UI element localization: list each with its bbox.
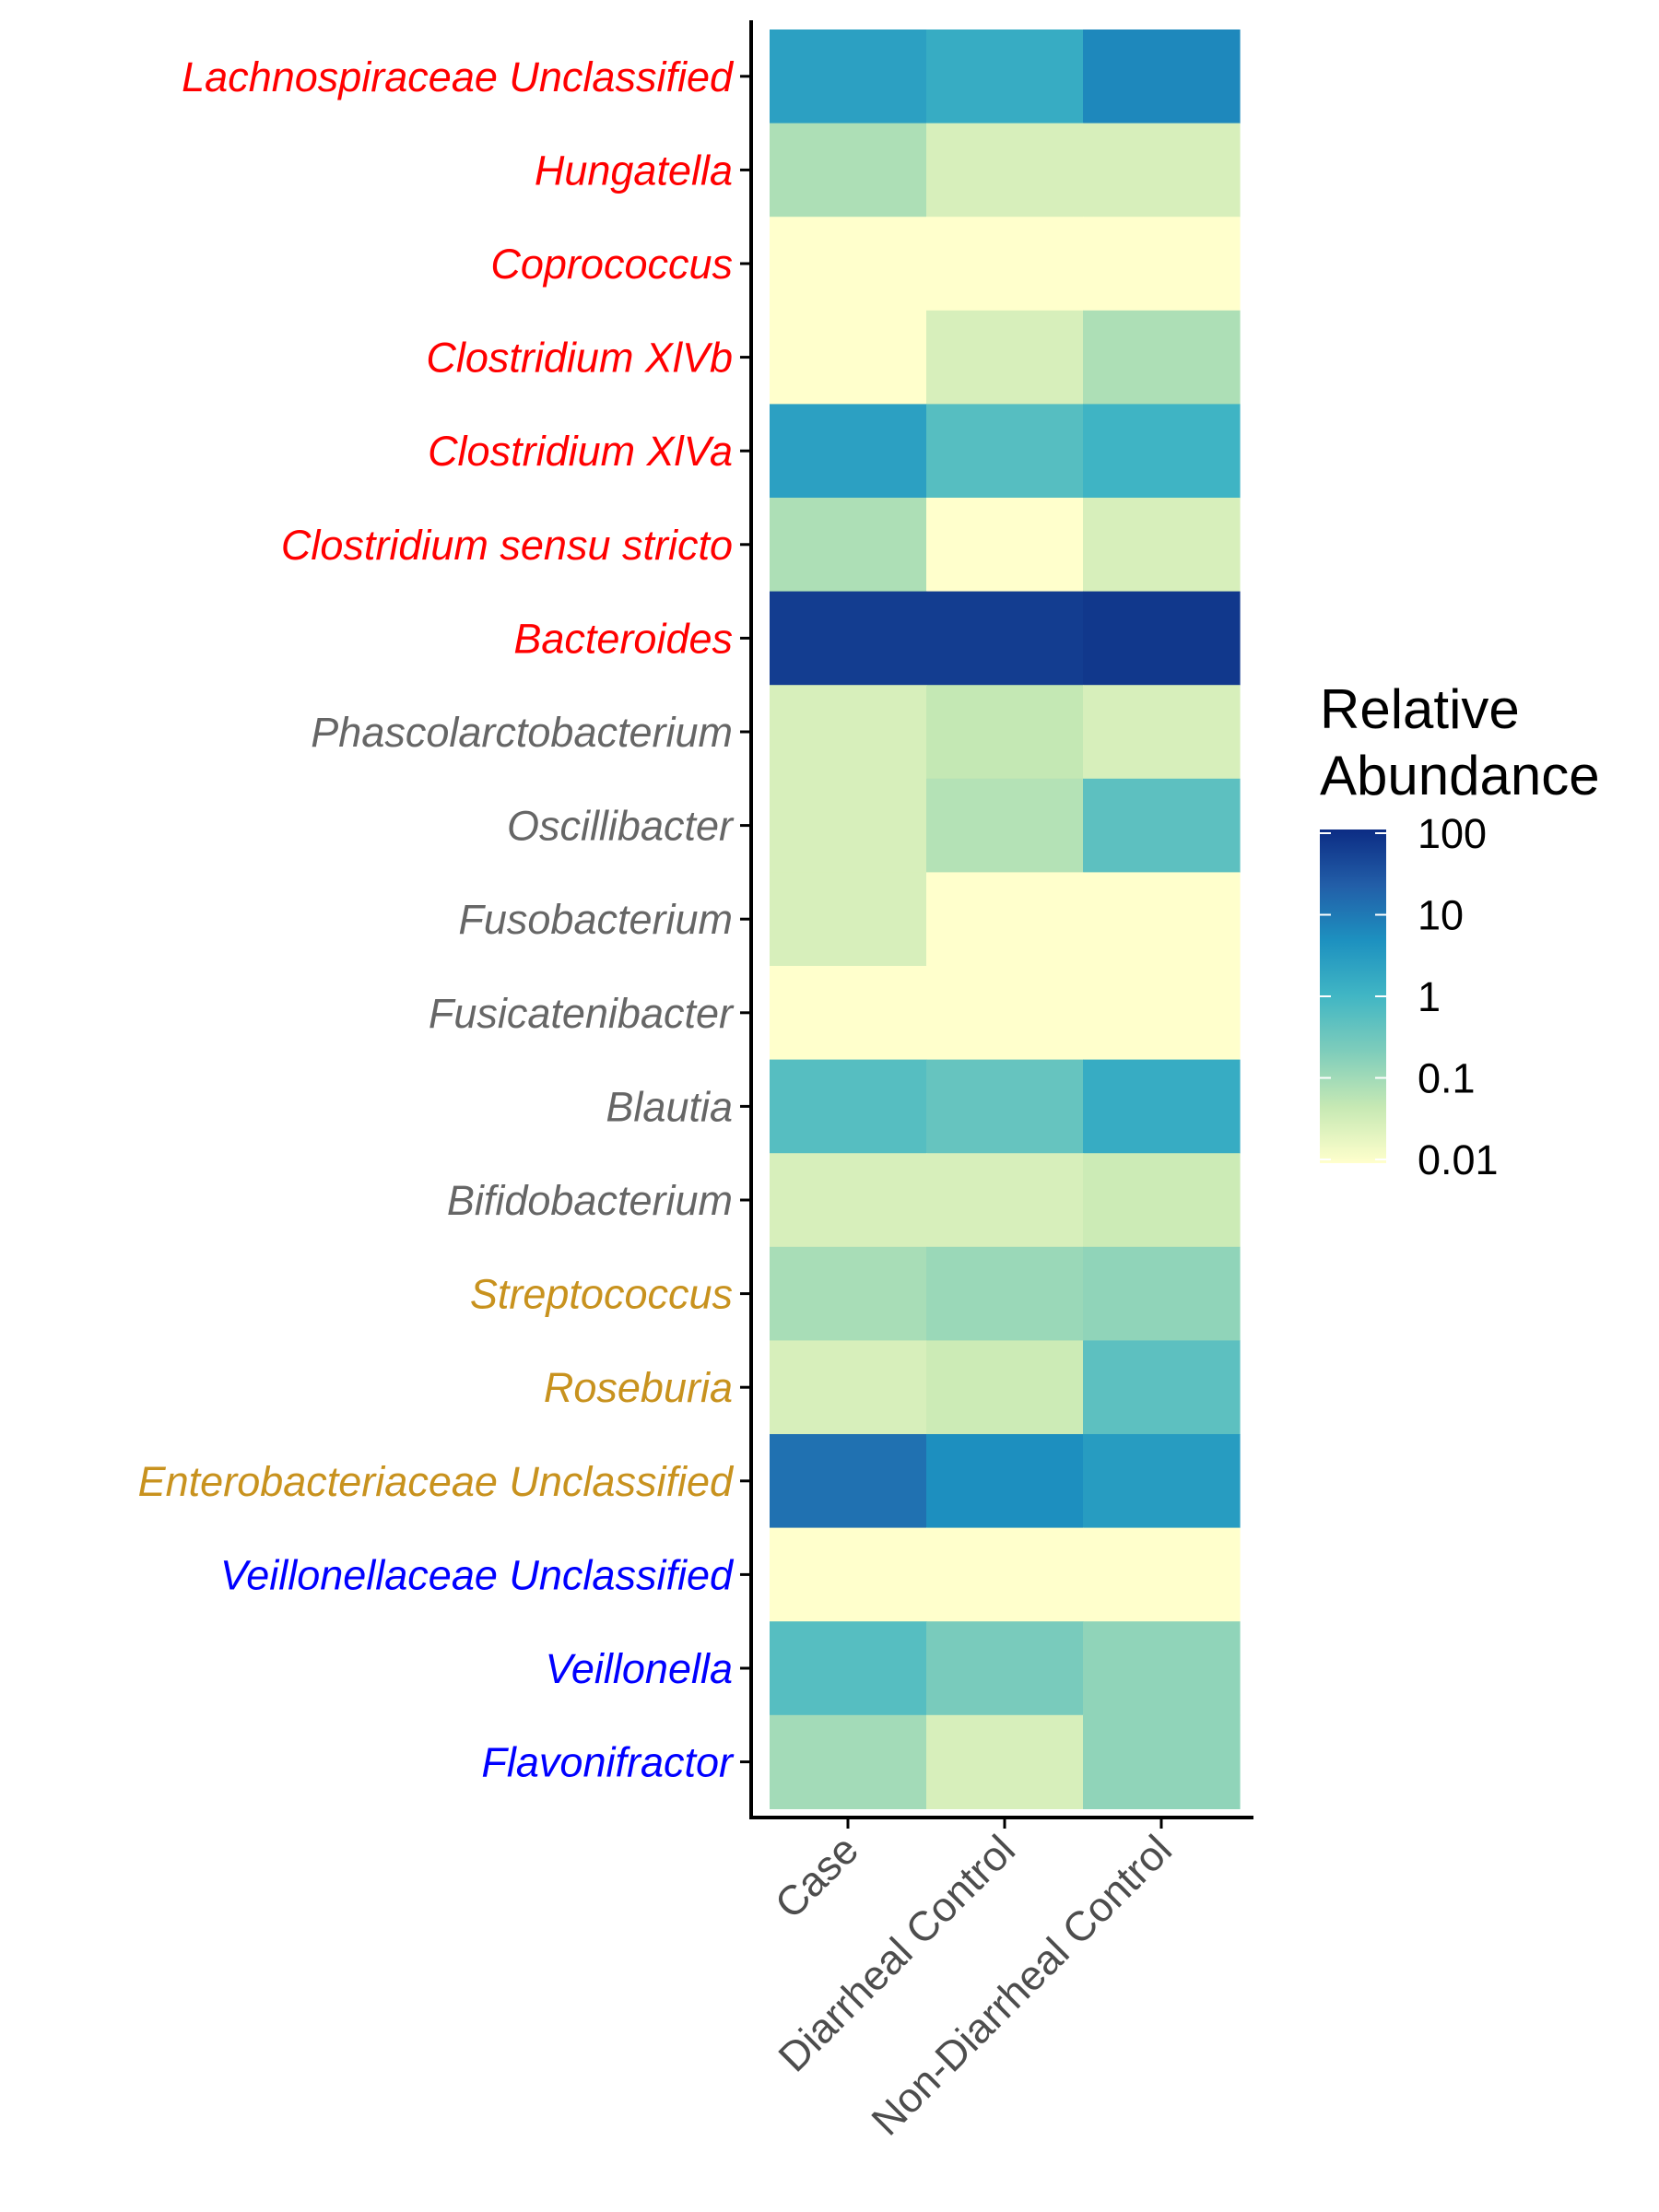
y-label-flavonifractor: Flavonifractor (481, 1739, 735, 1786)
heatmap-cell-hungatella-diarrheal-control (926, 123, 1084, 218)
heatmap-cell-fusobacterium-non-diarrheal-control (1083, 872, 1241, 967)
heatmap-cell-lachnospiraceae-unclassified-diarrheal-control (926, 29, 1084, 124)
heatmap-cell-lachnospiraceae-unclassified-non-diarrheal-control (1083, 29, 1241, 124)
heatmap-cell-lachnospiraceae-unclassified-case (770, 29, 927, 124)
heatmap-cell-bifidobacterium-diarrheal-control (926, 1153, 1084, 1248)
legend-tick-label-0-1: 0.1 (1418, 1055, 1476, 1102)
x-label-case: Case (766, 1826, 867, 1927)
heatmap-cell-fusicatenibacter-non-diarrheal-control (1083, 966, 1241, 1061)
heatmap-cell-veillonellaceae-unclassified-diarrheal-control (926, 1527, 1084, 1622)
y-label-clostridium-sensu-stricto: Clostridium sensu stricto (281, 522, 733, 569)
heatmap-cell-bacteroides-diarrheal-control (926, 591, 1084, 686)
heatmap-cell-clostridium-sensu-stricto-diarrheal-control (926, 498, 1084, 593)
heatmap-cell-bacteroides-case (770, 591, 927, 686)
heatmap-cell-clostridium-sensu-stricto-non-diarrheal-control (1083, 498, 1241, 593)
heatmap-cell-streptococcus-non-diarrheal-control (1083, 1246, 1241, 1341)
heatmap-cell-veillonella-non-diarrheal-control (1083, 1621, 1241, 1716)
heatmap-cell-roseburia-case (770, 1340, 927, 1435)
y-label-streptococcus: Streptococcus (470, 1271, 733, 1318)
y-label-blautia: Blautia (606, 1083, 733, 1130)
heatmap-cell-oscillibacter-case (770, 778, 927, 873)
heatmap-cell-oscillibacter-diarrheal-control (926, 778, 1084, 873)
heatmap-cell-fusobacterium-case (770, 872, 927, 967)
x-label-non-diarrheal-control: Non-Diarrheal Control (863, 1826, 1182, 2145)
heatmap-cell-bacteroides-non-diarrheal-control (1083, 591, 1241, 686)
heatmap-cell-enterobacteriaceae-unclassified-case (770, 1434, 927, 1529)
heatmap-cell-enterobacteriaceae-unclassified-non-diarrheal-control (1083, 1434, 1241, 1529)
heatmap-cell-coprococcus-diarrheal-control (926, 217, 1084, 312)
legend-tick-label-0-01: 0.01 (1418, 1136, 1499, 1183)
heatmap-cell-clostridium-xlvb-non-diarrheal-control (1083, 310, 1241, 405)
heatmap-cell-flavonifractor-case (770, 1714, 927, 1809)
y-label-clostridium-xlvb: Clostridium XlVb (426, 335, 733, 382)
heatmap-cell-flavonifractor-diarrheal-control (926, 1714, 1084, 1809)
y-label-clostridium-xlva: Clostridium XlVa (428, 428, 733, 475)
heatmap-cell-hungatella-non-diarrheal-control (1083, 123, 1241, 218)
y-label-hungatella: Hungatella (535, 147, 733, 194)
heatmap-cell-blautia-diarrheal-control (926, 1059, 1084, 1154)
y-label-phascolarctobacterium: Phascolarctobacterium (311, 709, 733, 756)
color-legend: Relative Abundance 100 10 1 0.1 0.01 (1320, 678, 1600, 1183)
heatmap-cells (770, 29, 1241, 1809)
y-label-bifidobacterium: Bifidobacterium (447, 1177, 733, 1224)
heatmap-cell-veillonella-diarrheal-control (926, 1621, 1084, 1716)
heatmap-cell-streptococcus-diarrheal-control (926, 1246, 1084, 1341)
legend-tick-label-10: 10 (1418, 892, 1464, 939)
y-label-fusobacterium: Fusobacterium (458, 896, 733, 943)
heatmap-cell-bifidobacterium-case (770, 1153, 927, 1248)
heatmap-cell-phascolarctobacterium-diarrheal-control (926, 685, 1084, 780)
heatmap-cell-roseburia-diarrheal-control (926, 1340, 1084, 1435)
heatmap-cell-clostridium-xlvb-diarrheal-control (926, 310, 1084, 405)
heatmap-cell-fusicatenibacter-diarrheal-control (926, 966, 1084, 1061)
y-label-fusicatenibacter: Fusicatenibacter (429, 990, 735, 1037)
heatmap-cell-hungatella-case (770, 123, 927, 218)
legend-title-line-2: Abundance (1320, 745, 1600, 806)
y-label-veillonella: Veillonella (546, 1645, 733, 1692)
heatmap-cell-bifidobacterium-non-diarrheal-control (1083, 1153, 1241, 1248)
heatmap-cell-veillonellaceae-unclassified-non-diarrheal-control (1083, 1527, 1241, 1622)
heatmap-cell-phascolarctobacterium-non-diarrheal-control (1083, 685, 1241, 780)
heatmap-cell-fusicatenibacter-case (770, 966, 927, 1061)
y-label-veillonellaceae-unclassified: Veillonellaceae Unclassified (220, 1551, 735, 1598)
heatmap-cell-veillonellaceae-unclassified-case (770, 1527, 927, 1622)
legend-title-line-1: Relative (1320, 678, 1520, 740)
heatmap-cell-clostridium-xlva-non-diarrheal-control (1083, 404, 1241, 499)
heatmap-cell-clostridium-xlva-case (770, 404, 927, 499)
y-label-coprococcus: Coprococcus (490, 241, 733, 288)
y-label-bacteroides: Bacteroides (513, 615, 733, 662)
heatmap-cell-veillonella-case (770, 1621, 927, 1716)
y-label-roseburia: Roseburia (544, 1364, 733, 1411)
heatmap-cell-clostridium-xlva-diarrheal-control (926, 404, 1084, 499)
heatmap-cell-coprococcus-case (770, 217, 927, 312)
heatmap-cell-flavonifractor-non-diarrheal-control (1083, 1714, 1241, 1809)
y-label-lachnospiraceae-unclassified: Lachnospiraceae Unclassified (182, 53, 735, 100)
legend-tick-label-1: 1 (1418, 973, 1441, 1020)
legend-ticks: 100 10 1 0.1 0.01 (1320, 810, 1499, 1183)
y-label-enterobacteriaceae-unclassified: Enterobacteriaceae Unclassified (138, 1458, 735, 1505)
heatmap-cell-clostridium-sensu-stricto-case (770, 498, 927, 593)
heatmap-cell-fusobacterium-diarrheal-control (926, 872, 1084, 967)
y-label-oscillibacter: Oscillibacter (507, 803, 735, 850)
heatmap-cell-phascolarctobacterium-case (770, 685, 927, 780)
heatmap-cell-streptococcus-case (770, 1246, 927, 1341)
legend-tick-label-100: 100 (1418, 810, 1487, 857)
y-axis-labels: Lachnospiraceae Unclassified Hungatella Co… (138, 53, 751, 1786)
heatmap-cell-roseburia-non-diarrheal-control (1083, 1340, 1241, 1435)
heatmap-cell-enterobacteriaceae-unclassified-diarrheal-control (926, 1434, 1084, 1529)
heatmap-cell-blautia-non-diarrheal-control (1083, 1059, 1241, 1154)
heatmap-cell-oscillibacter-non-diarrheal-control (1083, 778, 1241, 873)
heatmap-cell-coprococcus-non-diarrheal-control (1083, 217, 1241, 312)
heatmap-cell-clostridium-xlvb-case (770, 310, 927, 405)
heatmap-cell-blautia-case (770, 1059, 927, 1154)
